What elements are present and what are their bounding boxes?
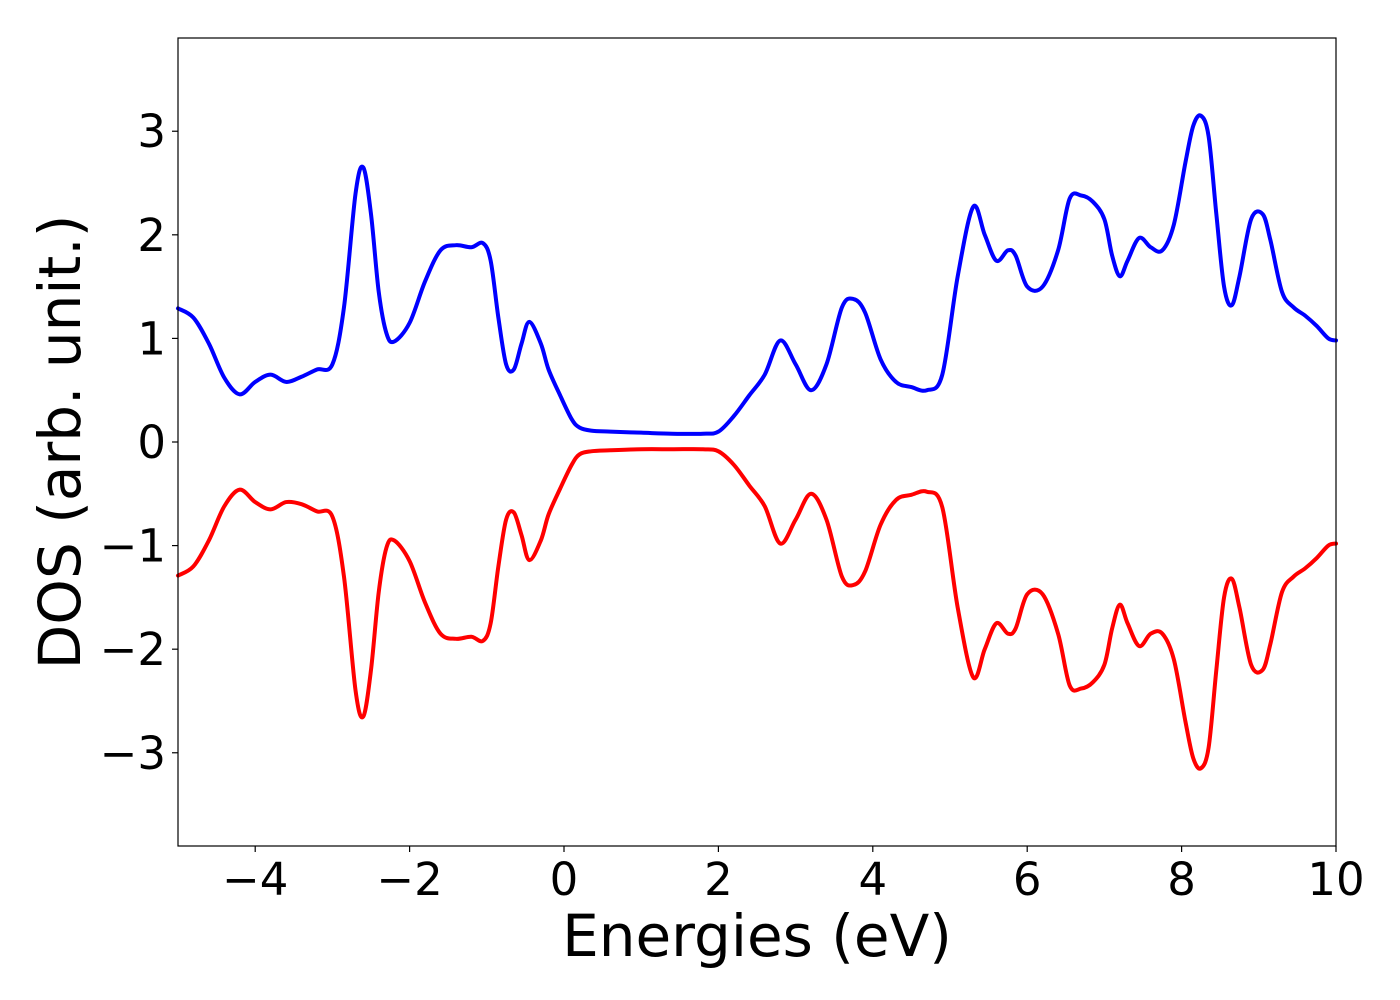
x-axis-label: Energies (eV) (562, 902, 952, 970)
plot-frame (178, 38, 1336, 846)
series-line-spin-down (176, 447, 1338, 771)
x-tick-label: 0 (550, 853, 579, 906)
y-axis-label: DOS (arb. unit.) (26, 215, 94, 670)
x-tick-label: 6 (1013, 853, 1042, 906)
x-axis: −4 −2 0 2 4 6 8 10 (222, 846, 1365, 906)
y-axis: −3 −2 −1 0 1 2 3 (100, 105, 178, 780)
x-tick-label: 10 (1307, 853, 1364, 906)
x-tick-label: 2 (704, 853, 733, 906)
series-line-spin-up (176, 113, 1338, 436)
y-tick-label: 0 (137, 416, 166, 469)
series-layer (176, 113, 1338, 771)
y-tick-label: 2 (137, 209, 166, 262)
y-tick-label: −1 (100, 520, 166, 573)
x-tick-label: 4 (858, 853, 887, 906)
y-tick-label: −3 (100, 727, 166, 780)
x-tick-label: 8 (1167, 853, 1196, 906)
y-tick-label: 1 (137, 312, 166, 365)
y-tick-label: 3 (137, 105, 166, 158)
x-tick-label: −4 (222, 853, 288, 906)
x-tick-label: −2 (376, 853, 442, 906)
plot-area (176, 37, 1338, 847)
y-tick-label: −2 (100, 623, 166, 676)
